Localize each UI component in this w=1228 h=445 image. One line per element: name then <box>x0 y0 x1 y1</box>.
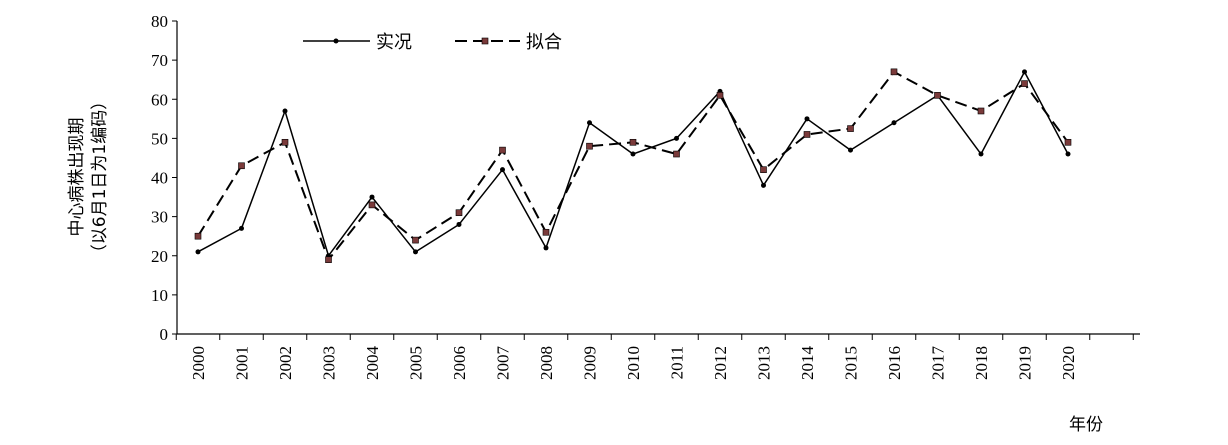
x-tick-label: 2003 <box>320 346 339 380</box>
x-tick-label: 2001 <box>233 346 252 380</box>
y-axis-label-line-2: （以6月1日为1编码） <box>90 93 110 261</box>
series-line <box>197 71 1069 257</box>
data-point-marker <box>978 151 984 157</box>
axes <box>176 21 1140 335</box>
data-point-marker <box>629 138 637 146</box>
data-point-marker <box>804 116 810 122</box>
x-tick-label: 2020 <box>1059 346 1078 380</box>
x-tick-label: 2000 <box>189 346 208 380</box>
data-point-marker <box>586 142 593 150</box>
x-tick-label: 2007 <box>494 346 513 381</box>
x-tick-label: 2008 <box>537 346 556 380</box>
data-point-marker <box>368 201 376 209</box>
data-point-marker <box>716 92 724 99</box>
data-point-marker <box>803 131 811 138</box>
legend-marker-fitted <box>481 37 489 45</box>
x-tick-label: 2005 <box>407 346 426 380</box>
data-point-marker <box>934 92 941 99</box>
series-line <box>197 70 1069 261</box>
x-axis-label: 年份 <box>1069 415 1103 435</box>
y-tick-label: 30 <box>151 208 168 227</box>
data-point-marker <box>977 107 985 115</box>
x-tick-label: 2016 <box>885 346 904 380</box>
y-axis-ticks: 0 10 20 30 40 50 60 70 80 <box>151 12 177 344</box>
data-point-marker <box>630 151 636 157</box>
data-point-marker <box>761 182 766 188</box>
y-tick-label: 60 <box>151 90 168 109</box>
x-tick-label: 2010 <box>624 346 643 380</box>
data-point-marker <box>1065 151 1071 157</box>
data-point-marker <box>325 256 332 263</box>
x-tick-label: 2009 <box>581 346 600 380</box>
data-point-marker <box>499 146 506 154</box>
data-point-marker <box>1064 138 1072 146</box>
data-point-marker <box>369 194 375 200</box>
series-observed <box>195 69 1071 259</box>
y-tick-label: 40 <box>151 169 168 188</box>
data-point-marker <box>1021 80 1028 87</box>
data-point-marker <box>848 147 853 153</box>
data-point-marker <box>674 135 679 141</box>
y-tick-label: 80 <box>151 12 168 31</box>
x-tick-label: 2004 <box>363 346 382 381</box>
data-point-marker <box>194 232 202 240</box>
data-point-marker <box>847 125 854 132</box>
data-point-marker <box>412 236 419 244</box>
data-point-marker <box>587 120 592 126</box>
y-tick-label: 20 <box>151 247 168 266</box>
x-tick-label: 2013 <box>755 346 774 380</box>
x-tick-label: 2002 <box>276 346 295 380</box>
data-point-marker <box>543 245 549 251</box>
data-point-marker <box>239 225 244 231</box>
axis-labels: 中心病株出现期 （以6月1日为1编码） 年份 <box>67 93 1103 435</box>
data-point-marker <box>1022 69 1027 75</box>
legend: 实况 拟合 <box>303 32 562 53</box>
x-tick-label: 2014 <box>798 346 817 381</box>
data-point-marker <box>455 209 463 217</box>
x-tick-label: 2012 <box>711 346 730 380</box>
data-point-marker <box>195 249 201 255</box>
data-point-marker <box>673 150 680 158</box>
x-tick-label: 2006 <box>450 346 469 380</box>
x-tick-label: 2018 <box>972 346 991 380</box>
legend-label-fitted: 拟合 <box>526 32 562 53</box>
x-tick-label: 2017 <box>929 346 948 381</box>
y-axis-label-line-1: 中心病株出现期 <box>67 118 87 237</box>
y-tick-label: 50 <box>151 129 168 148</box>
data-point-marker <box>456 221 462 227</box>
series-fitted <box>194 68 1072 263</box>
x-axis-ticks: 2000 2001 2002 2003 2004 2005 2006 2007 2008 2009… <box>175 334 1134 381</box>
y-tick-label: 10 <box>151 286 168 305</box>
legend-marker-observed <box>333 38 339 44</box>
data-point-marker <box>890 68 898 76</box>
data-point-marker <box>760 166 767 173</box>
x-tick-label: 2019 <box>1016 346 1035 380</box>
legend-label-observed: 实况 <box>376 32 412 53</box>
data-point-marker <box>281 138 289 146</box>
data-point-marker <box>413 249 418 255</box>
y-tick-label: 70 <box>151 51 168 70</box>
y-tick-label: 0 <box>160 325 169 344</box>
data-point-marker <box>282 108 288 114</box>
data-point-marker <box>542 228 550 236</box>
data-point-marker <box>500 167 505 173</box>
x-tick-label: 2015 <box>842 346 861 380</box>
x-tick-label: 2011 <box>668 346 687 379</box>
data-point-marker <box>891 120 897 126</box>
data-point-marker <box>238 162 245 170</box>
series-layer <box>194 68 1072 263</box>
